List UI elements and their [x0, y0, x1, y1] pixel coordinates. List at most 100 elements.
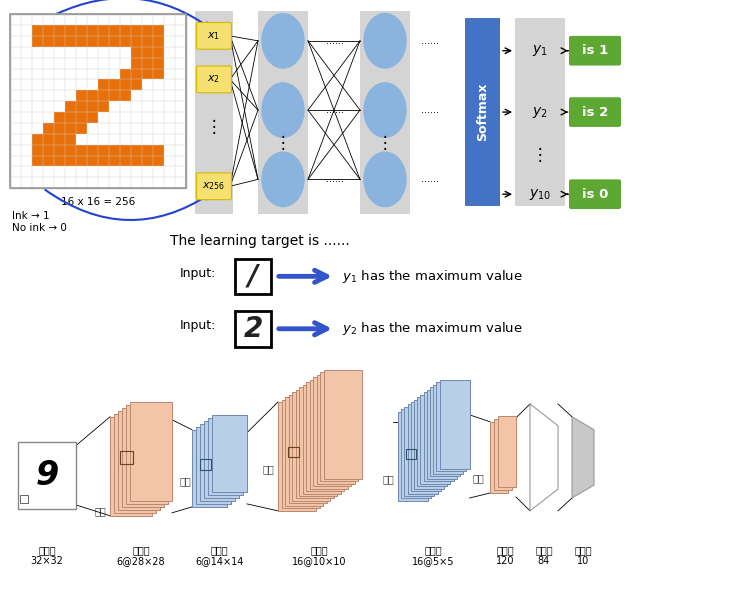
Text: ⋮: ⋮ — [205, 118, 222, 136]
Bar — [417, 397, 447, 486]
Text: Ink → 1: Ink → 1 — [12, 211, 50, 221]
Ellipse shape — [262, 83, 304, 137]
Bar — [10, 14, 186, 188]
Bar — [98, 90, 109, 101]
Bar — [87, 25, 98, 36]
Bar — [54, 134, 65, 145]
Bar — [87, 101, 98, 112]
Text: $x_1$: $x_1$ — [208, 30, 221, 42]
Bar — [98, 101, 109, 112]
Bar — [195, 11, 233, 214]
Text: 9: 9 — [35, 458, 58, 491]
Bar — [411, 402, 441, 491]
Bar — [43, 36, 54, 47]
Text: 卷积层: 卷积层 — [496, 546, 514, 555]
Bar — [130, 402, 172, 501]
Bar — [65, 134, 76, 145]
Bar — [142, 145, 153, 156]
Text: Input:: Input: — [180, 267, 216, 280]
Bar — [120, 451, 133, 464]
Ellipse shape — [262, 152, 304, 206]
Bar — [118, 411, 160, 510]
Bar — [465, 18, 500, 206]
Bar — [288, 447, 299, 457]
Text: The learning target is ......: The learning target is ...... — [170, 234, 349, 248]
Bar — [109, 156, 120, 166]
Bar — [200, 424, 235, 501]
FancyBboxPatch shape — [197, 66, 232, 93]
FancyBboxPatch shape — [197, 173, 232, 199]
Bar — [110, 417, 152, 516]
Text: 卷积: 卷积 — [472, 473, 484, 483]
Bar — [153, 156, 164, 166]
Bar — [515, 18, 565, 206]
Bar — [76, 25, 87, 36]
Bar — [436, 382, 466, 471]
Bar — [109, 80, 120, 90]
Bar — [299, 387, 337, 496]
Bar — [131, 156, 142, 166]
Text: 10: 10 — [577, 556, 589, 566]
Bar — [204, 421, 239, 498]
Text: ......: ...... — [421, 105, 439, 115]
Bar — [433, 385, 463, 474]
Text: ⋮: ⋮ — [376, 134, 393, 152]
Text: 输出层: 输出层 — [574, 546, 592, 555]
Bar — [153, 145, 164, 156]
Bar — [10, 14, 186, 188]
Bar — [87, 90, 98, 101]
Bar — [43, 145, 54, 156]
Bar — [278, 402, 316, 511]
Bar — [54, 156, 65, 166]
Bar — [98, 80, 109, 90]
Text: ......: ...... — [421, 175, 439, 184]
Text: is 1: is 1 — [582, 44, 608, 57]
Bar — [427, 389, 457, 478]
Bar — [142, 58, 153, 68]
Text: $x_2$: $x_2$ — [208, 74, 221, 86]
Bar — [76, 101, 87, 112]
Bar — [65, 112, 76, 123]
Bar — [320, 372, 358, 481]
Text: $y_1$ has the maximum value: $y_1$ has the maximum value — [342, 268, 523, 285]
Bar — [208, 418, 243, 495]
Text: 6@28×28: 6@28×28 — [117, 556, 165, 566]
Bar — [43, 134, 54, 145]
Text: /: / — [248, 263, 258, 290]
Bar — [65, 25, 76, 36]
Text: 卷积: 卷积 — [94, 506, 106, 516]
Bar — [120, 156, 131, 166]
Bar — [153, 58, 164, 68]
Bar — [289, 395, 327, 503]
Text: 2: 2 — [243, 315, 262, 343]
Bar — [120, 90, 131, 101]
Text: 16@10×10: 16@10×10 — [292, 556, 346, 566]
Bar — [120, 145, 131, 156]
Text: 卷积: 卷积 — [262, 464, 274, 474]
Bar — [309, 380, 347, 489]
FancyBboxPatch shape — [569, 179, 621, 209]
Bar — [65, 145, 76, 156]
Bar — [120, 68, 131, 80]
Bar — [430, 387, 460, 476]
Bar — [114, 414, 156, 513]
Text: ⋮: ⋮ — [275, 134, 292, 152]
Bar — [122, 408, 164, 507]
Bar — [87, 145, 98, 156]
Bar — [142, 25, 153, 36]
Text: 采样层: 采样层 — [211, 546, 228, 555]
Bar — [258, 11, 308, 214]
Bar — [87, 156, 98, 166]
Bar — [490, 422, 508, 493]
Bar — [76, 123, 87, 134]
Bar — [295, 389, 333, 499]
Bar — [109, 36, 120, 47]
Bar — [109, 25, 120, 36]
Bar — [317, 375, 355, 484]
Text: is 0: is 0 — [582, 188, 608, 201]
Bar — [76, 90, 87, 101]
Text: ......: ...... — [421, 36, 439, 46]
Text: 32×32: 32×32 — [31, 556, 64, 566]
Text: 采样: 采样 — [382, 474, 394, 484]
Bar — [398, 412, 428, 501]
